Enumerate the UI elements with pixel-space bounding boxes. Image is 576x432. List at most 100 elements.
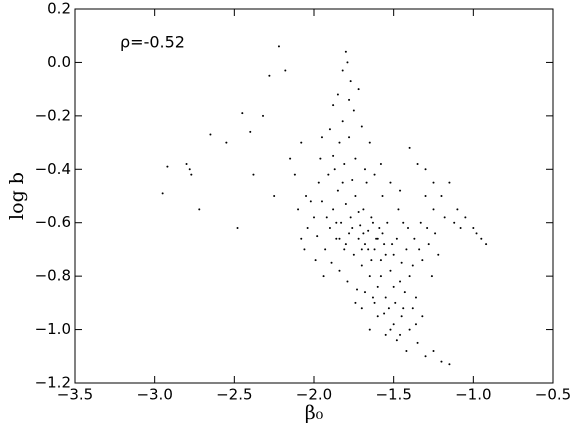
point <box>348 232 351 235</box>
point <box>368 328 371 331</box>
x-tick-label: −3.0 <box>136 386 172 404</box>
point <box>309 200 312 203</box>
point <box>198 208 201 211</box>
x-tick-label: −2.0 <box>296 386 332 404</box>
point <box>352 253 355 256</box>
point <box>430 275 433 278</box>
point <box>367 248 370 251</box>
point <box>437 253 440 256</box>
point <box>363 168 366 171</box>
point <box>370 259 373 262</box>
point <box>392 253 395 256</box>
point <box>340 221 343 224</box>
point <box>367 229 370 232</box>
point <box>341 181 344 184</box>
y-tick-label: −0.8 <box>35 267 71 285</box>
point <box>373 248 376 251</box>
point <box>185 162 188 165</box>
point <box>370 216 373 219</box>
point <box>480 237 483 240</box>
point <box>313 216 315 219</box>
point <box>418 248 421 251</box>
point <box>379 275 382 278</box>
point <box>399 333 402 336</box>
point <box>440 195 443 197</box>
point <box>297 208 300 211</box>
point <box>432 181 435 184</box>
point <box>328 128 331 131</box>
point <box>416 162 419 165</box>
point <box>371 296 374 299</box>
point <box>362 208 365 211</box>
point <box>395 339 398 342</box>
point <box>386 221 389 224</box>
point <box>368 275 371 278</box>
point <box>376 237 379 240</box>
point <box>268 74 271 77</box>
point <box>344 203 347 206</box>
point <box>383 243 386 246</box>
point <box>373 173 376 176</box>
point <box>346 61 349 64</box>
point <box>407 227 410 230</box>
point <box>300 237 303 240</box>
point <box>161 192 164 195</box>
point <box>381 232 384 235</box>
point <box>485 243 488 246</box>
point <box>419 221 422 224</box>
point <box>383 312 386 315</box>
point <box>354 195 357 197</box>
point <box>402 307 405 310</box>
point <box>413 237 416 240</box>
point <box>448 363 451 366</box>
point <box>387 307 390 310</box>
point <box>464 216 467 219</box>
point <box>338 269 341 272</box>
point <box>432 208 435 211</box>
point <box>384 333 387 336</box>
point <box>293 173 296 176</box>
point <box>432 349 435 352</box>
point <box>324 248 327 251</box>
point <box>424 195 427 197</box>
y-tick-label: −0.6 <box>35 213 71 231</box>
y-tick-label: 0.0 <box>47 53 71 71</box>
point <box>371 221 374 224</box>
point <box>408 275 411 278</box>
plot-frame <box>74 8 554 384</box>
point <box>330 261 333 264</box>
point <box>357 88 360 91</box>
point <box>384 253 387 256</box>
point <box>316 235 319 238</box>
point <box>322 275 325 278</box>
point <box>378 227 381 230</box>
point <box>373 301 376 304</box>
point <box>348 98 351 101</box>
point <box>352 109 355 112</box>
point <box>354 157 357 160</box>
point <box>335 237 338 240</box>
point <box>341 69 344 72</box>
x-tick-label: −0.5 <box>535 386 571 404</box>
point <box>328 227 331 230</box>
point <box>389 181 392 184</box>
point <box>414 296 417 299</box>
point <box>348 136 351 139</box>
point <box>399 280 402 283</box>
point <box>344 50 347 53</box>
point <box>379 259 382 262</box>
point <box>338 237 341 240</box>
annotation: ρ=-0.52 <box>120 33 185 52</box>
point <box>300 141 303 144</box>
x-tick-label: −1.5 <box>375 386 411 404</box>
y-tick-label: −0.4 <box>35 160 71 178</box>
point <box>362 232 365 235</box>
point <box>472 227 475 230</box>
y-tick-label: −1.0 <box>35 320 71 338</box>
point <box>325 216 328 219</box>
point <box>354 301 357 304</box>
point <box>421 259 424 262</box>
point <box>209 133 212 136</box>
point <box>375 237 378 240</box>
